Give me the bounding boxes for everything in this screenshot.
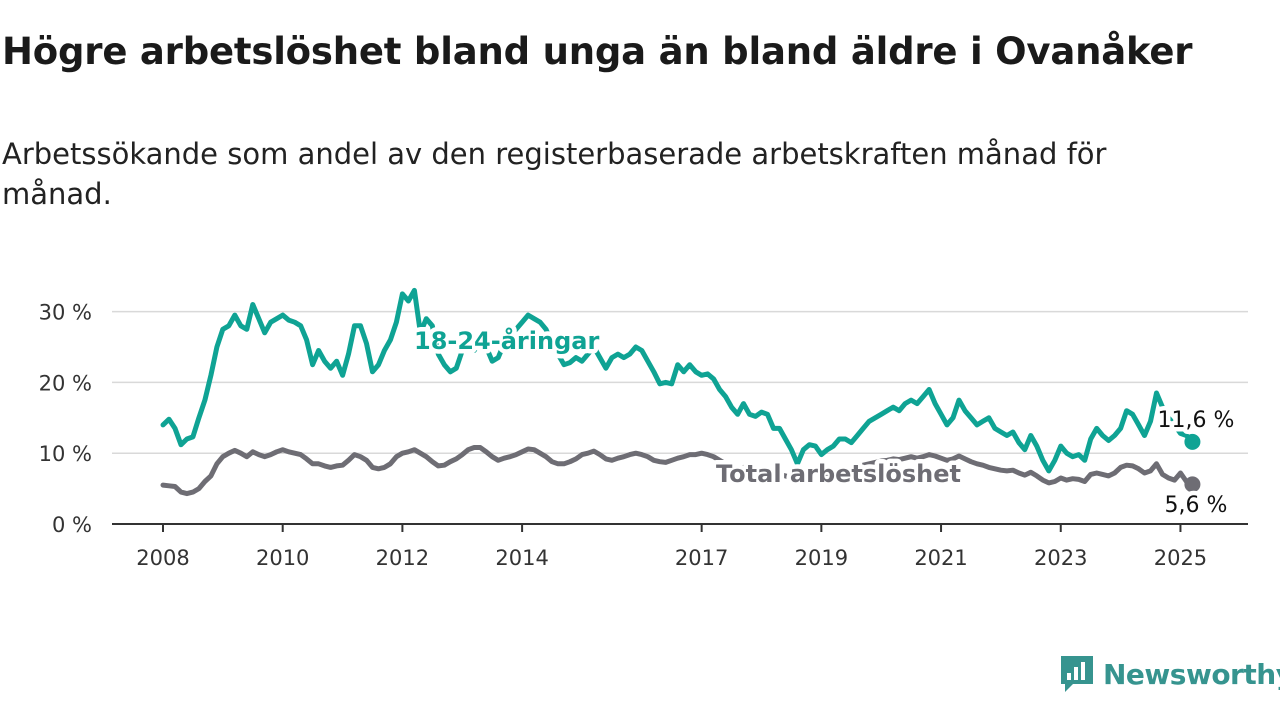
x-tick-label: 2014 xyxy=(495,546,548,570)
line-chart: 0 % 10 % 20 % 30 % 2008 2010 2012 2014 2017 2019… xyxy=(39,287,1248,570)
series-label-total: Total arbetslöshet xyxy=(716,460,961,488)
chart-subtitle: Arbetssökande som andel av den registerb… xyxy=(2,137,1107,211)
y-tick-label: 0 % xyxy=(52,513,92,537)
x-tick-label: 2023 xyxy=(1034,546,1087,570)
x-tick-label: 2021 xyxy=(914,546,967,570)
series-lines xyxy=(160,287,1201,497)
newsworthy-logo-icon xyxy=(1061,656,1093,692)
y-tick-label: 20 % xyxy=(39,371,92,395)
end-label-total-halo: 5,6 % xyxy=(1165,493,1228,518)
x-tick-label: 2025 xyxy=(1154,546,1207,570)
x-axis xyxy=(112,523,1248,532)
x-tick-label: 2017 xyxy=(675,546,728,570)
newsworthy-logo: Newsworthy xyxy=(1059,654,1280,694)
end-label-total: 5,6 % xyxy=(1165,493,1228,518)
end-marker-youth xyxy=(1184,433,1201,450)
series-label-youth-halo: 18-24-åringar xyxy=(414,326,599,355)
series-label-youth: 18-24-åringar xyxy=(414,326,599,355)
x-tick-label: 2019 xyxy=(795,546,848,570)
series-line-youth xyxy=(160,287,1195,474)
y-axis-labels: 0 % 10 % 20 % 30 % xyxy=(39,301,92,537)
series-line-total xyxy=(160,445,1195,497)
y-tick-label: 30 % xyxy=(39,301,92,325)
x-tick-label: 2012 xyxy=(376,546,429,570)
end-label-youth: 11,6 % xyxy=(1158,408,1235,433)
x-tick-label: 2010 xyxy=(256,546,309,570)
end-marker-total xyxy=(1184,476,1201,493)
x-axis-labels: 2008 2010 2012 2014 2017 2019 2021 2023 2025 xyxy=(136,546,1207,570)
brand-name: Newsworthy xyxy=(1103,657,1280,691)
x-tick-label: 2008 xyxy=(136,546,189,570)
chart-title: Högre arbetslöshet bland unga än bland ä… xyxy=(2,30,1193,73)
end-label-youth-halo: 11,6 % xyxy=(1158,408,1235,433)
series-label-total-halo: Total arbetslöshet xyxy=(716,460,961,488)
y-tick-label: 10 % xyxy=(39,442,92,466)
grid-lines xyxy=(112,310,1248,454)
